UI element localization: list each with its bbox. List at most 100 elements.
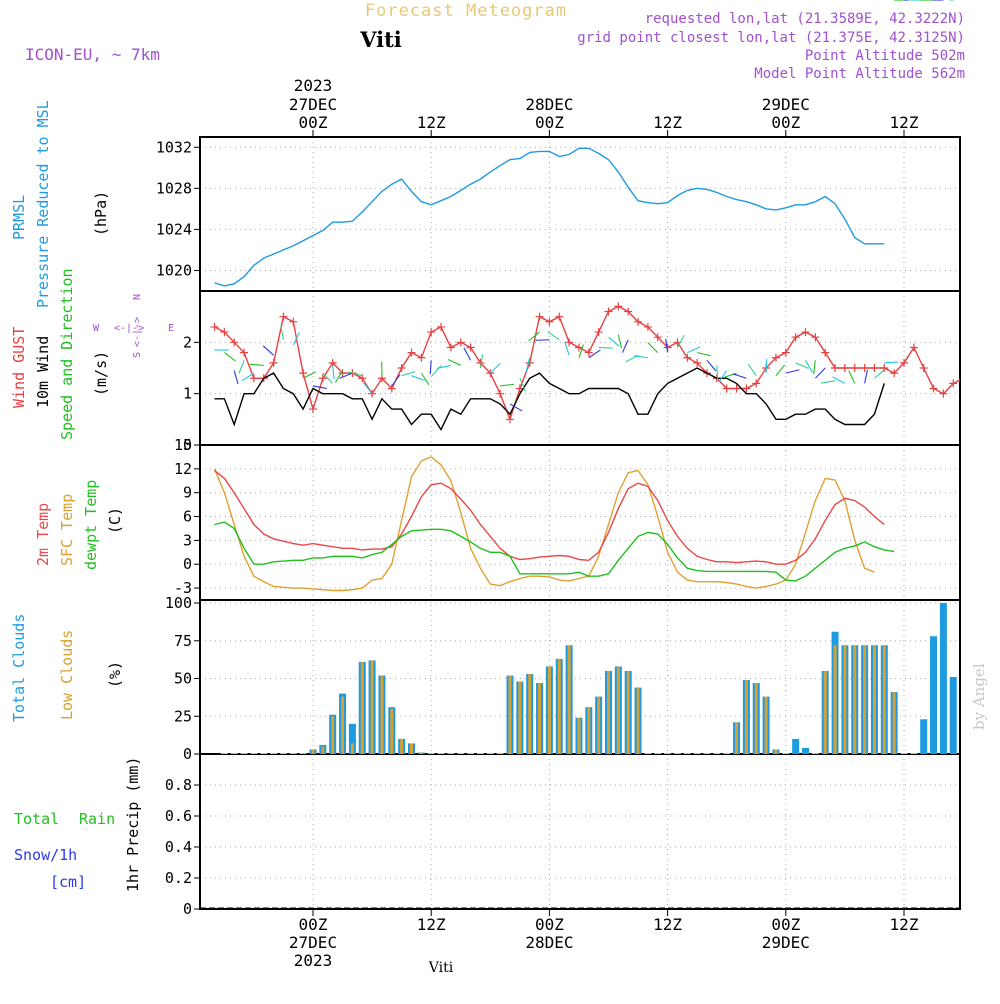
gust-marker [536,313,544,321]
precip-label-rain: Rain [79,810,115,828]
precip-label-snow: Snow/1h [14,846,77,864]
gust-marker [683,354,691,362]
gust-marker [851,364,859,372]
wind-arrow [814,360,816,374]
low-cloud-bar [627,671,630,754]
low-cloud-bar [518,682,521,754]
ytick-label: 1 [183,385,192,403]
model-altitude: Model Point Altitude 562m [754,66,965,82]
precip-label-total: Total [14,810,59,828]
low-cloud-bar [843,645,846,754]
requested-coords: requested lon,lat (21.3589E, 42.3222N) [645,11,965,27]
low-cloud-bar [410,743,413,754]
total-cloud-bar [250,753,257,754]
low-cloud-bar [587,707,590,754]
low-cloud-bar [548,666,551,754]
gust-marker [920,364,928,372]
low-cloud-bar [351,743,354,754]
wind-arrow [687,347,700,353]
wind-arrow [815,368,825,378]
wind-label-1: Wind GUST [10,327,28,408]
xtick-bottom-hour: 00Z [535,915,564,934]
ytick-label: 0.8 [165,776,192,794]
total-cloud-bar [280,753,287,754]
low-cloud-bar [341,697,344,754]
gust-marker [870,364,878,372]
gust-marker [831,364,839,372]
wind-arrow [707,360,716,371]
total-cloud-bar [792,739,799,754]
wind-arrow [421,373,429,385]
wind-arrow [548,332,559,340]
wind-arrow [733,374,746,378]
wind-arrow [786,370,800,373]
gust-marker [880,364,888,372]
ytick-label: 75 [174,632,192,650]
watermark: by Angel [970,663,988,730]
low-cloud-bar [331,716,334,754]
gust-marker [821,349,829,357]
compass-s: S [132,352,143,358]
low-cloud-bar [607,671,610,754]
xtick-bottom-hour: 12Z [890,915,919,934]
wind-arrow [565,342,569,355]
low-cloud-bar [873,645,876,754]
ytick-label: 100 [165,594,192,612]
xtick-bottom-date: 28DEC [525,933,573,952]
gust-marker [417,354,425,362]
gust-marker [309,405,317,413]
clouds-label-2: Low Clouds [58,630,76,720]
gridpoint-coords: grid point closest lon,lat (21.375E, 42.… [577,30,965,46]
low-cloud-bar [509,675,512,754]
gust-marker [270,359,278,367]
wind-arrow [339,373,352,378]
gust-marker [437,323,445,331]
total-cloud-bar [782,753,789,754]
total-cloud-bar [812,753,819,754]
wind-arrow [776,365,785,376]
low-cloud-bar [558,659,561,754]
ytick-label: 6 [183,508,192,526]
low-cloud-bar [617,666,620,754]
total-cloud-bar [940,603,947,754]
total-cloud-bar [704,753,711,754]
wind-arrow [833,377,845,384]
temp-label-3: dewpt Temp [82,480,100,570]
plot-layer: 1020102410281032012-30369121502550751000… [156,0,963,970]
wind-arrow [884,362,898,363]
low-cloud-bar [765,697,768,754]
wind-arrow [748,364,756,375]
gust-marker [398,364,406,372]
total-cloud-bar [684,753,691,754]
gust-marker [752,379,760,387]
gust-marker [614,302,622,310]
gust-marker [930,385,938,393]
wind-arrow [723,373,736,378]
gust-marker [605,308,613,316]
low-cloud-bar [824,671,827,754]
xtick-bottom-date: 27DEC [289,933,337,952]
total-cloud-bar [487,753,494,754]
pressure-unit: (hPa) [92,191,110,236]
ytick-label: 2 [183,333,192,351]
gust-line [215,306,964,419]
gust-marker [910,343,918,351]
wind-arrow [432,365,441,376]
wind-arrow [821,381,835,383]
gust-marker [802,328,810,336]
total-cloud-bar [930,636,937,754]
total-cloud-bar [221,753,228,754]
ytick-label: 1028 [156,179,192,197]
wind-arrow [697,353,711,356]
total-cloud-bar [664,753,671,754]
xtick-top-hour: 12Z [653,113,682,132]
wind-arrow [239,360,244,373]
xtick-top-hour: 00Z [771,113,800,132]
low-cloud-bar [883,645,886,754]
compass-e: E [168,323,174,334]
compass-n: N [132,294,143,300]
clouds-unit: (%) [106,661,124,688]
xtick-bottom-hour: 12Z [653,915,682,934]
ytick-label: 0.2 [165,869,192,887]
